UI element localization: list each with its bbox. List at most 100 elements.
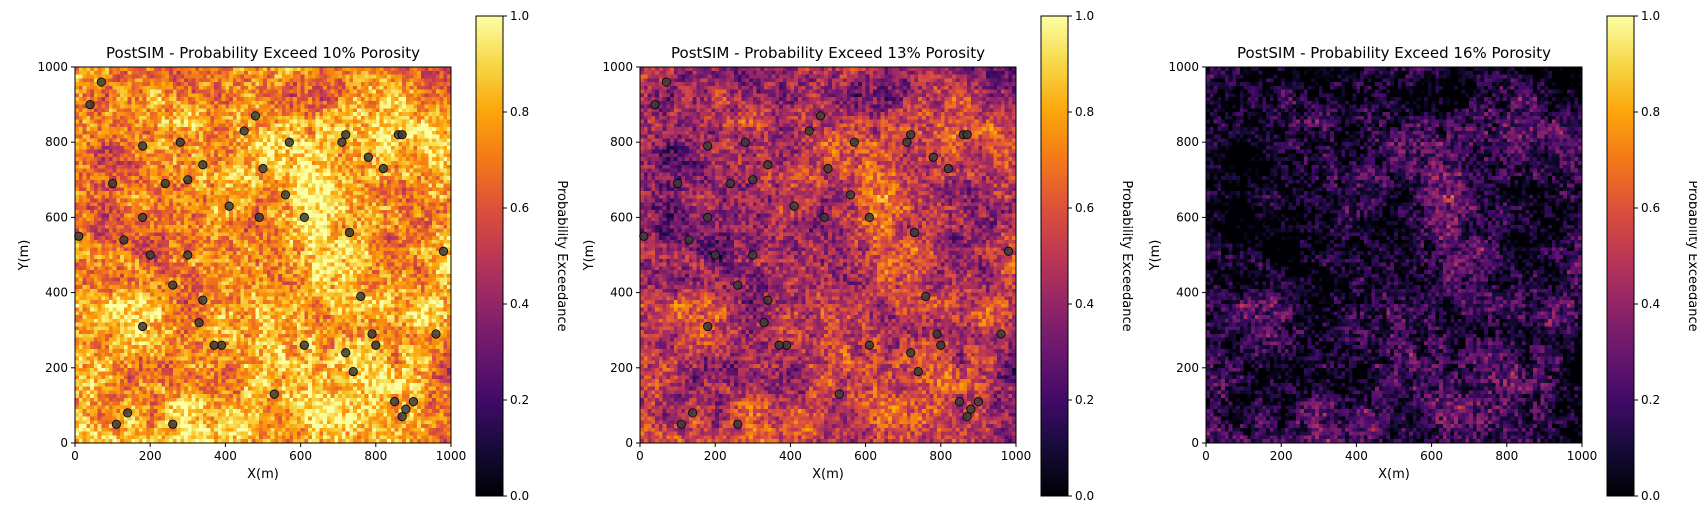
x-tick-label: 800 bbox=[1495, 449, 1518, 463]
well-point bbox=[685, 236, 693, 244]
y-tick-label: 800 bbox=[610, 135, 633, 149]
well-point bbox=[907, 130, 915, 138]
x-axis-label: X(m) bbox=[812, 467, 844, 482]
well-point bbox=[711, 251, 719, 259]
x-axis-label: X(m) bbox=[247, 467, 279, 482]
well-point bbox=[688, 409, 696, 417]
x-tick-label: 200 bbox=[704, 449, 727, 463]
y-tick-label: 400 bbox=[610, 286, 633, 300]
colorbar-gradient bbox=[1041, 16, 1068, 496]
x-tick-label: 600 bbox=[854, 449, 877, 463]
well-point bbox=[195, 318, 203, 326]
well-point bbox=[251, 112, 259, 120]
well-point bbox=[108, 179, 116, 187]
well-point bbox=[764, 161, 772, 169]
well-point bbox=[368, 330, 376, 338]
x-tick-label: 800 bbox=[929, 449, 952, 463]
well-point bbox=[749, 176, 757, 184]
colorbar-tick-label: 1.0 bbox=[1641, 9, 1660, 23]
y-tick-label: 1000 bbox=[37, 60, 68, 74]
well-point bbox=[914, 367, 922, 375]
y-tick-label: 200 bbox=[45, 361, 68, 375]
colorbar: 0.0 0.2 0.4 0.6 0.8 1.0 Probability Exceedance bbox=[476, 9, 569, 503]
well-point bbox=[963, 412, 971, 420]
well-point bbox=[703, 213, 711, 221]
well-point bbox=[281, 191, 289, 199]
y-tick-label: 400 bbox=[1176, 286, 1199, 300]
well-point bbox=[662, 78, 670, 86]
colorbar-tick-label: 1.0 bbox=[510, 9, 529, 23]
well-point bbox=[240, 127, 248, 135]
well-point bbox=[929, 153, 937, 161]
well-point bbox=[176, 138, 184, 146]
well-point bbox=[760, 318, 768, 326]
well-point bbox=[846, 191, 854, 199]
colorbar-tick-label: 0.0 bbox=[1641, 489, 1660, 503]
chart-title: PostSIM - Probability Exceed 13% Porosit… bbox=[671, 44, 985, 62]
colorbar-tick-label: 0.2 bbox=[1641, 393, 1660, 407]
well-point bbox=[364, 153, 372, 161]
x-tick-label: 400 bbox=[1345, 449, 1368, 463]
y-axis-label: Y(m) bbox=[17, 240, 32, 272]
y-tick-label: 400 bbox=[45, 286, 68, 300]
y-tick-label: 800 bbox=[45, 135, 68, 149]
well-point bbox=[259, 164, 267, 172]
x-axis-label: X(m) bbox=[1378, 467, 1410, 482]
y-tick-label: 600 bbox=[45, 210, 68, 224]
colorbar-tick-label: 0.2 bbox=[1075, 393, 1094, 407]
well-point bbox=[97, 78, 105, 86]
heatmap-image bbox=[75, 67, 451, 443]
well-point bbox=[402, 405, 410, 413]
well-point bbox=[138, 213, 146, 221]
colorbar: 0.0 0.2 0.4 0.6 0.8 1.0 Probability Exceedance bbox=[1041, 9, 1134, 503]
x-tick-label: 400 bbox=[779, 449, 802, 463]
chart-title: PostSIM - Probability Exceed 10% Porosit… bbox=[106, 44, 420, 62]
y-tick-label: 200 bbox=[1176, 361, 1199, 375]
well-point bbox=[86, 100, 94, 108]
y-axis-label: Y(m) bbox=[1148, 240, 1163, 272]
well-point bbox=[300, 341, 308, 349]
well-point bbox=[120, 236, 128, 244]
panel-1: 0 200 400 600 800 1000 0 200 400 600 800 1000 PostSI… bbox=[17, 9, 569, 503]
well-point bbox=[749, 251, 757, 259]
well-point bbox=[270, 390, 278, 398]
well-point bbox=[184, 251, 192, 259]
well-point bbox=[138, 142, 146, 150]
well-point bbox=[432, 330, 440, 338]
colorbar-label: Probability Exceedance bbox=[1119, 180, 1134, 331]
well-point bbox=[651, 100, 659, 108]
well-point bbox=[255, 213, 263, 221]
x-tick-label: 200 bbox=[139, 449, 162, 463]
well-point bbox=[342, 130, 350, 138]
colorbar-label: Probability Exceedance bbox=[1685, 180, 1697, 331]
heatmap-image bbox=[640, 67, 1016, 443]
well-point bbox=[199, 296, 207, 304]
well-point bbox=[677, 420, 685, 428]
well-point bbox=[703, 322, 711, 330]
well-point bbox=[937, 341, 945, 349]
well-point bbox=[338, 138, 346, 146]
x-tick-label: 0 bbox=[636, 449, 644, 463]
well-point bbox=[75, 232, 83, 240]
well-point bbox=[775, 341, 783, 349]
well-point bbox=[372, 341, 380, 349]
well-point bbox=[357, 292, 365, 300]
panel-3: 0 200 400 600 800 100002004006008001000PostSI… bbox=[1148, 9, 1697, 503]
y-tick-label: 1000 bbox=[1168, 60, 1199, 74]
panel-2: 0 200 400 600 800 1000 0 200 400 600 800 1000 PostSI… bbox=[582, 9, 1134, 503]
colorbar-tick-label: 0.6 bbox=[510, 201, 529, 215]
colorbar-tick-label: 1.0 bbox=[1075, 9, 1094, 23]
colorbar-tick-label: 0.8 bbox=[1641, 105, 1660, 119]
x-tick-label: 1000 bbox=[1567, 449, 1598, 463]
heatmap-image bbox=[1206, 67, 1582, 443]
well-point bbox=[820, 213, 828, 221]
well-point bbox=[741, 138, 749, 146]
well-point bbox=[734, 281, 742, 289]
well-point bbox=[903, 138, 911, 146]
well-point bbox=[835, 390, 843, 398]
colorbar-tick-label: 0.4 bbox=[1641, 297, 1660, 311]
x-tick-label: 1000 bbox=[436, 449, 467, 463]
well-point bbox=[997, 330, 1005, 338]
well-point bbox=[703, 142, 711, 150]
